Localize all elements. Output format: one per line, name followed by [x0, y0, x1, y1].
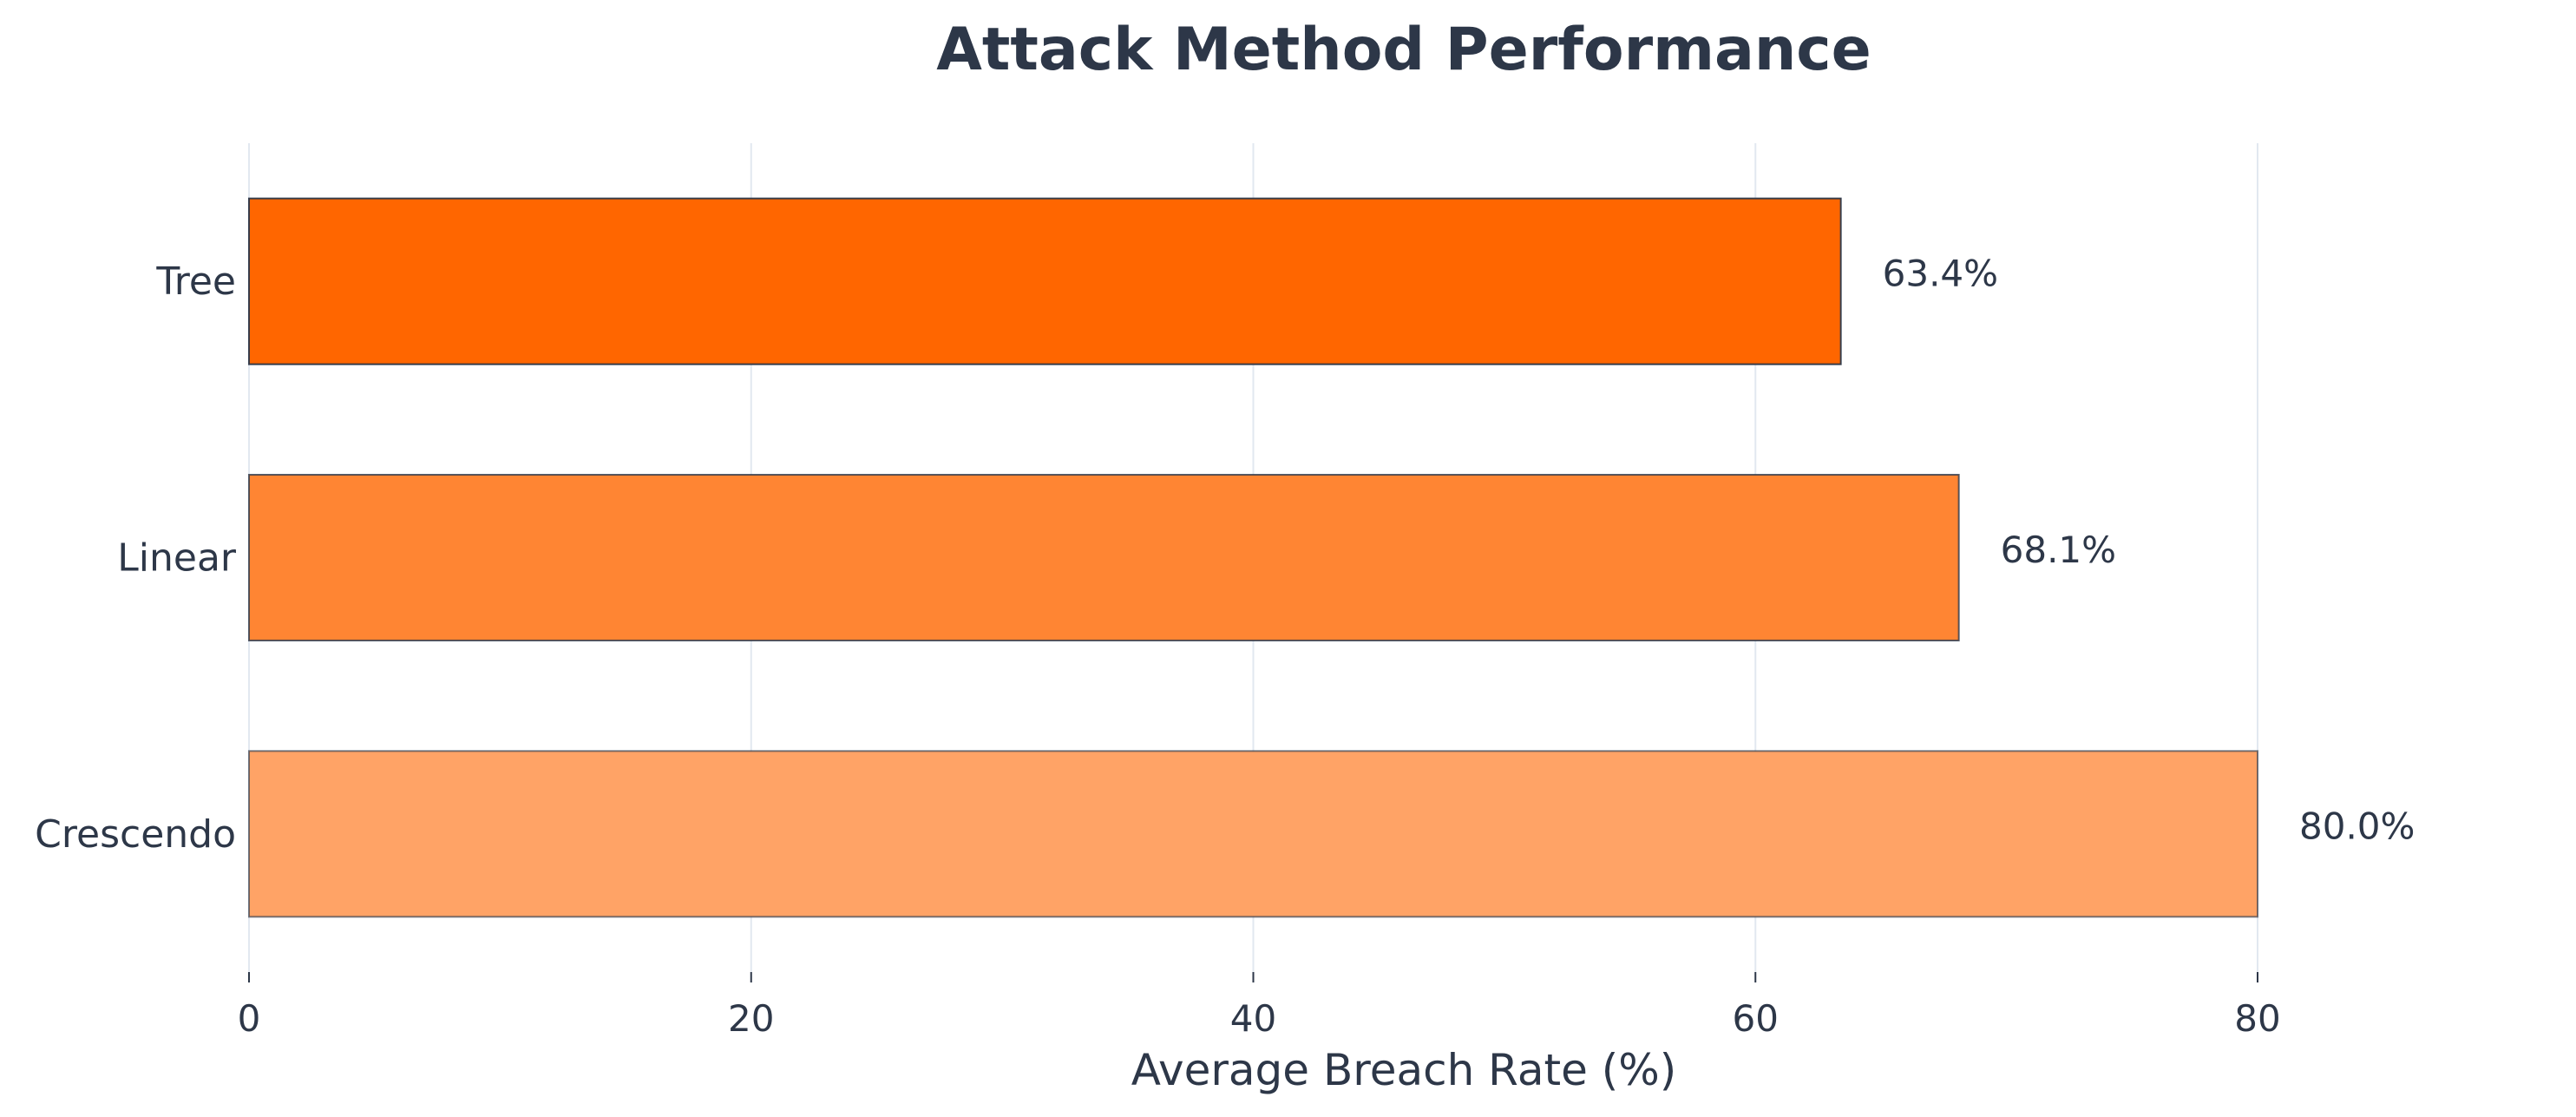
bar-linear [248, 474, 1960, 641]
x-tick-labels: 0 20 40 60 80 [238, 972, 2281, 1040]
bar-tree [248, 197, 1842, 365]
y-tick-labels: Tree Linear Crescendo [35, 260, 237, 857]
x-tick-label: 0 [238, 997, 261, 1040]
y-tick-label-crescendo: Crescendo [35, 812, 236, 857]
x-tick-label: 40 [1230, 997, 1276, 1040]
bars [248, 197, 2258, 918]
chart-title: Attack Method Performance [936, 16, 1871, 84]
data-label-tree: 63.4% [1883, 253, 1998, 295]
data-label-crescendo: 80.0% [2299, 805, 2415, 847]
x-tick-label: 20 [728, 997, 774, 1040]
x-tick-label: 60 [1733, 997, 1779, 1040]
data-labels: 63.4% 68.1% 80.0% [1883, 253, 2415, 848]
x-axis-label: Average Breach Rate (%) [1131, 1045, 1677, 1095]
y-tick-label-tree: Tree [155, 260, 236, 304]
y-tick-label-linear: Linear [117, 536, 237, 581]
data-label-linear: 68.1% [2001, 529, 2116, 571]
x-tick-label: 80 [2234, 997, 2280, 1040]
bar-crescendo [248, 750, 2258, 918]
